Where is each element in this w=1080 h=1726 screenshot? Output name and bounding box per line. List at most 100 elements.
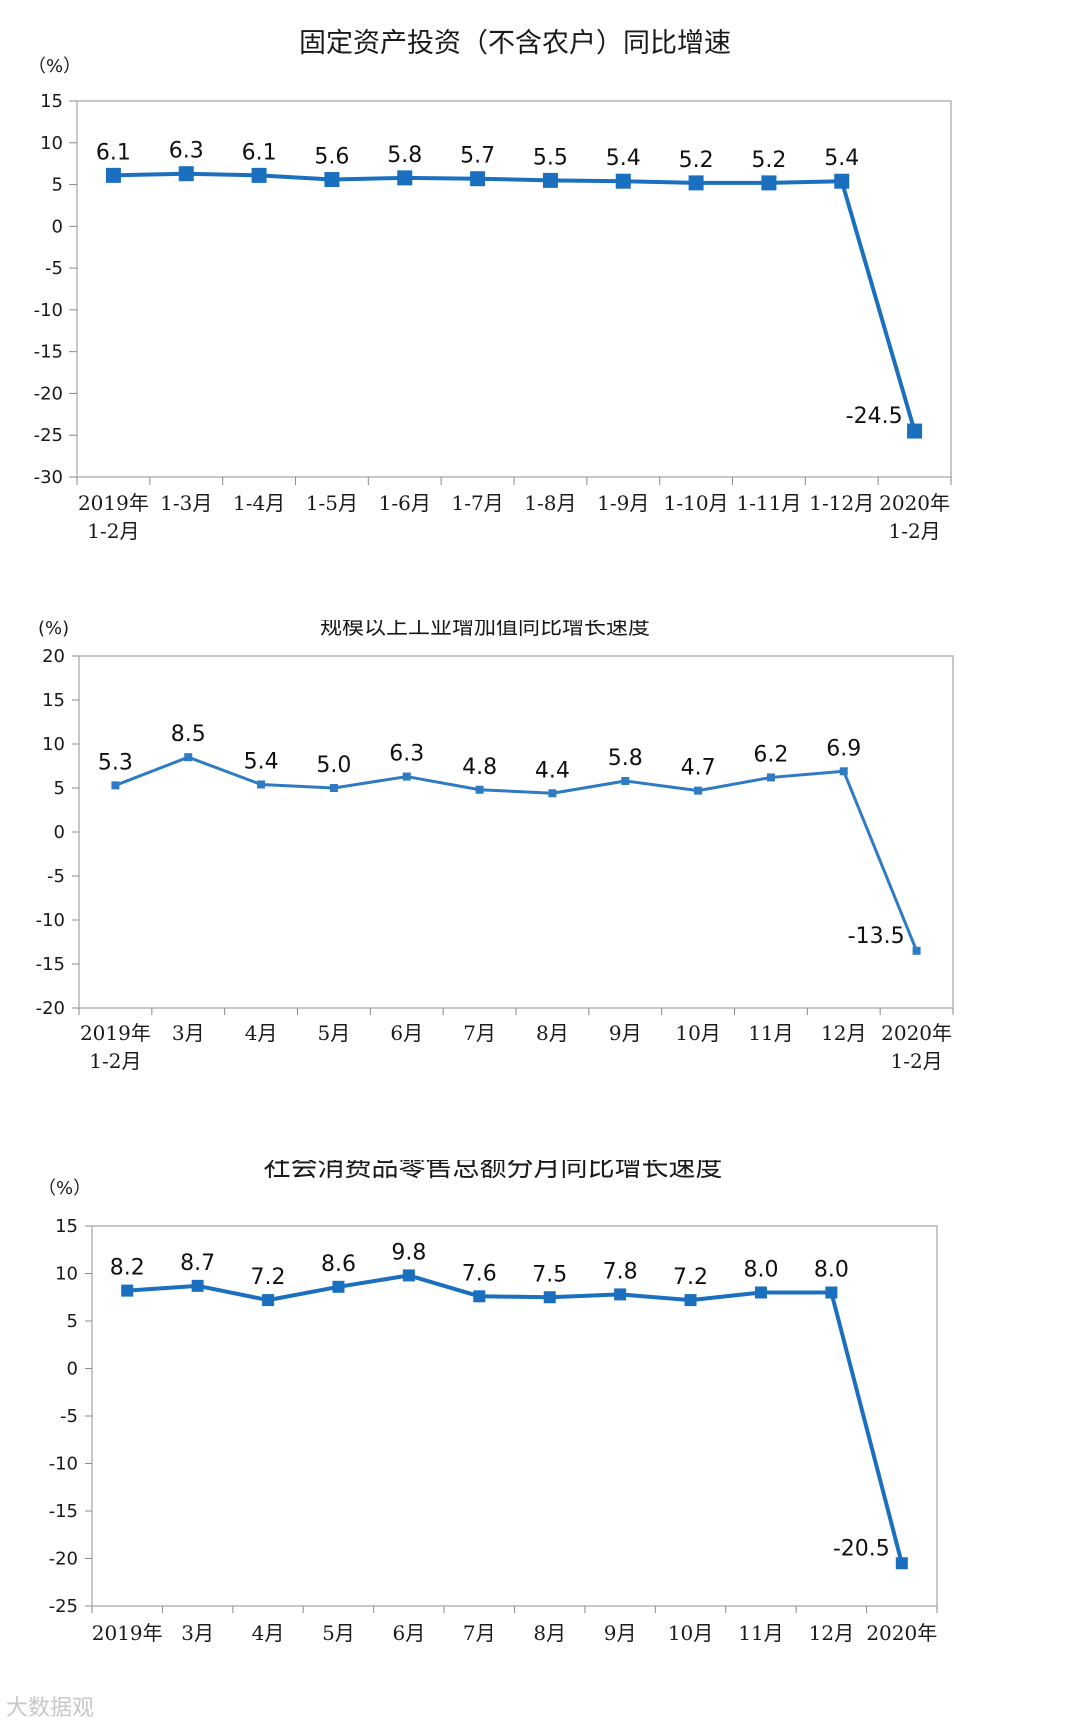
y-unit-label: （%） bbox=[38, 1178, 91, 1199]
data-label: 5.2 bbox=[679, 148, 714, 173]
data-label: 8.0 bbox=[814, 1258, 849, 1283]
data-label: 5.7 bbox=[460, 144, 495, 169]
data-label: 7.6 bbox=[462, 1261, 497, 1286]
x-tick-label: 1-2月 bbox=[89, 1049, 141, 1073]
data-label: -13.5 bbox=[848, 924, 905, 949]
data-label: 5.2 bbox=[751, 148, 786, 173]
y-tick-label: -15 bbox=[36, 954, 65, 975]
data-label: 8.2 bbox=[110, 1256, 145, 1281]
series-line bbox=[113, 171, 917, 432]
data-label: 5.5 bbox=[533, 145, 568, 170]
y-tick-label: 5 bbox=[54, 778, 65, 799]
data-point-marker bbox=[475, 785, 484, 794]
y-unit-label: （%） bbox=[28, 56, 81, 77]
y-tick-label: 0 bbox=[52, 216, 63, 237]
data-label: 7.2 bbox=[251, 1265, 286, 1290]
y-tick-label: 15 bbox=[40, 91, 63, 112]
chart-panel-industrial-value-added: 规模以上工业增加值同比增长速度 (%) 20 15 10 5 0 -5 -10 -15 -20 201… bbox=[0, 620, 1080, 1160]
y-tick-label: -20 bbox=[49, 1549, 78, 1570]
x-tick-label: 2020年 bbox=[866, 1621, 937, 1645]
x-tick-label: 2019年 bbox=[92, 1621, 163, 1645]
data-label: 4.7 bbox=[681, 756, 716, 781]
y-tick-label: 10 bbox=[42, 734, 65, 755]
series-line bbox=[114, 755, 918, 952]
data-label: 5.4 bbox=[824, 146, 859, 171]
x-tick-label: 2020年 bbox=[881, 1021, 952, 1045]
y-tick-label: 10 bbox=[40, 133, 63, 154]
data-point-marker bbox=[839, 767, 848, 776]
data-point-marker bbox=[184, 753, 193, 762]
data-point-marker bbox=[615, 173, 631, 189]
data-point-marker bbox=[329, 784, 338, 792]
data-point-marker bbox=[332, 1280, 345, 1293]
y-tick-label: -5 bbox=[45, 258, 63, 279]
data-label: 6.1 bbox=[242, 140, 277, 165]
data-point-marker bbox=[397, 170, 413, 186]
x-tick-label: 10月 bbox=[668, 1621, 713, 1645]
data-point-marker bbox=[684, 1294, 697, 1307]
data-label: 6.1 bbox=[96, 140, 131, 165]
data-label: 8.5 bbox=[171, 722, 206, 747]
x-tick-label: 6月 bbox=[390, 1021, 423, 1045]
x-tick-label: 1-4月 bbox=[233, 491, 285, 515]
data-label: 8.7 bbox=[180, 1251, 215, 1276]
data-label: 5.6 bbox=[314, 145, 349, 170]
data-point-marker bbox=[191, 1279, 204, 1292]
data-point-marker bbox=[907, 423, 923, 439]
data-label: 5.4 bbox=[606, 146, 641, 171]
y-tick-label: -25 bbox=[34, 425, 63, 446]
y-tick-label: 10 bbox=[55, 1264, 78, 1285]
data-point-marker bbox=[543, 1291, 556, 1304]
data-label: -24.5 bbox=[846, 404, 903, 429]
x-tick-label: 1-8月 bbox=[524, 491, 576, 515]
y-tick-label: -10 bbox=[36, 910, 65, 931]
x-tick-label: 1-6月 bbox=[379, 491, 431, 515]
y-tick-label: -25 bbox=[49, 1596, 78, 1617]
x-tick-label: 2019年 bbox=[80, 1021, 151, 1045]
data-point-marker bbox=[402, 1269, 415, 1282]
data-point-marker bbox=[257, 780, 266, 789]
data-point-marker bbox=[105, 167, 121, 183]
chart-title: 规模以上工业增加值同比增长速度 bbox=[320, 620, 650, 640]
data-label: 7.5 bbox=[532, 1262, 567, 1287]
x-tick-label: 1-12月 bbox=[809, 491, 874, 515]
data-point-marker bbox=[688, 175, 704, 191]
y-tick-label: -5 bbox=[47, 866, 65, 887]
data-label: 5.4 bbox=[244, 749, 279, 774]
x-tick-label: 9月 bbox=[609, 1021, 642, 1045]
x-tick-label: 4月 bbox=[245, 1021, 278, 1045]
x-tick-label: 1-2月 bbox=[888, 519, 940, 543]
y-tick-label: -15 bbox=[34, 342, 63, 363]
data-label: 9.8 bbox=[391, 1240, 426, 1265]
x-tick-label: 6月 bbox=[393, 1621, 426, 1645]
x-tick-label: 3月 bbox=[181, 1621, 214, 1645]
watermark-text: 大数据观 bbox=[6, 1696, 95, 1721]
x-tick-label: 1-2月 bbox=[87, 519, 139, 543]
data-point-marker bbox=[121, 1284, 134, 1297]
x-tick-label: 1-11月 bbox=[736, 491, 801, 515]
y-tick-label: 20 bbox=[42, 646, 65, 667]
x-tick-label: 7月 bbox=[463, 1021, 496, 1045]
x-tick-label: 1-9月 bbox=[597, 491, 649, 515]
x-tick-label: 5月 bbox=[318, 1021, 351, 1045]
data-point-marker bbox=[473, 1290, 486, 1303]
data-label: 4.8 bbox=[462, 755, 497, 780]
plot-frame bbox=[78, 655, 954, 1009]
x-tick-label: 1-10月 bbox=[664, 491, 729, 515]
data-label: 6.3 bbox=[389, 742, 424, 767]
x-tick-label: 1-3月 bbox=[160, 491, 212, 515]
y-tick-label: -20 bbox=[36, 998, 65, 1019]
x-tick-label: 2020年 bbox=[879, 491, 950, 515]
data-label: 7.2 bbox=[673, 1265, 708, 1290]
data-point-marker bbox=[470, 171, 486, 187]
y-tick-label: -5 bbox=[60, 1406, 78, 1427]
data-label: 6.9 bbox=[826, 736, 861, 761]
chart-title: 固定资产投资（不含农户）同比增速 bbox=[299, 28, 731, 59]
y-tick-label: -20 bbox=[34, 383, 63, 404]
data-point-marker bbox=[761, 175, 777, 191]
data-point-marker bbox=[621, 776, 630, 785]
chart-2: 社会消费品零售总额分月同比增长速度 （%） 15 10 5 0 -5 -10 -15 -20 -25… bbox=[38, 1160, 938, 1645]
x-tick-label: 8月 bbox=[536, 1021, 569, 1045]
data-point-marker bbox=[251, 167, 267, 183]
x-tick-label: 3月 bbox=[172, 1021, 205, 1045]
